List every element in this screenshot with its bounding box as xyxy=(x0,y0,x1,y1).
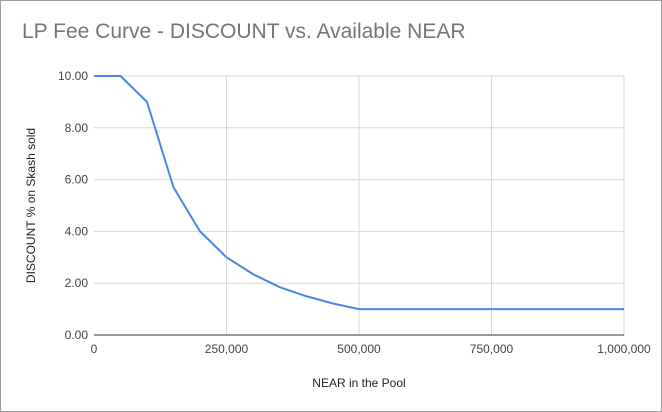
y-tick-label: 10.00 xyxy=(58,69,88,83)
vertical-gridlines xyxy=(226,76,625,335)
series-line xyxy=(94,75,624,311)
x-tick-label: 1,000,000 xyxy=(597,342,651,356)
chart-title: LP Fee Curve - DISCOUNT vs. Available NE… xyxy=(22,20,466,43)
x-tick-label: 750,000 xyxy=(470,342,514,356)
y-tick-label: 6.00 xyxy=(65,173,89,187)
x-tick-labels: 0 250,000 500,000 750,000 1,000,000 xyxy=(91,342,651,356)
series-layer xyxy=(94,75,624,311)
horizontal-gridlines xyxy=(94,75,624,284)
x-tick-label: 250,000 xyxy=(205,342,249,356)
x-tick-label: 500,000 xyxy=(337,342,381,356)
x-axis-title: NEAR in the Pool xyxy=(312,376,405,390)
y-tick-label: 0.00 xyxy=(65,328,89,342)
x-tick-label: 0 xyxy=(91,342,98,356)
y-tick-label: 2.00 xyxy=(65,276,89,290)
y-axis-title: DISCOUNT % on Skash sold xyxy=(24,128,38,283)
y-tick-label: 8.00 xyxy=(65,121,89,135)
y-tick-label: 4.00 xyxy=(65,224,89,238)
y-tick-labels: 0.00 2.00 4.00 6.00 8.00 10.00 xyxy=(58,69,88,342)
